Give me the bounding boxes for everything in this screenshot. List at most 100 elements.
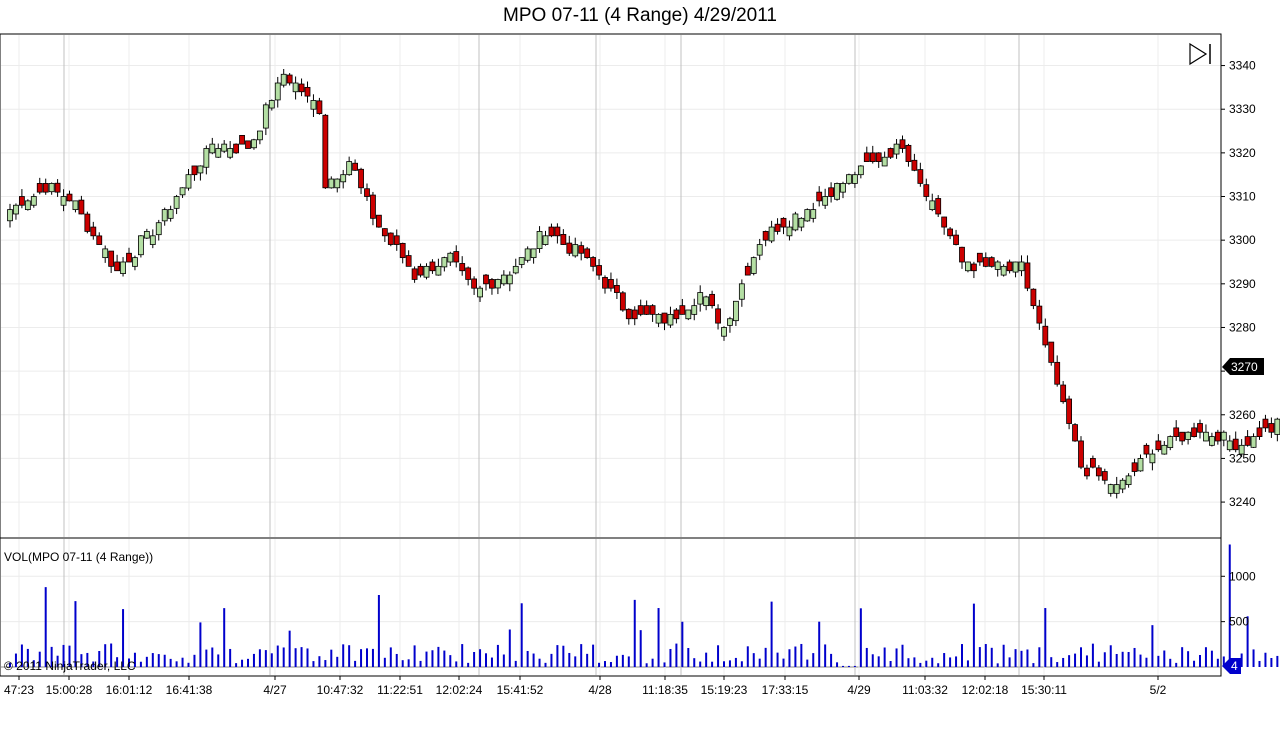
candle-body	[114, 261, 120, 272]
candle-body	[209, 143, 216, 154]
candle-body	[530, 248, 537, 259]
session-breaks	[63, 35, 1020, 675]
candle-body	[1006, 261, 1013, 272]
candle-body	[120, 261, 126, 274]
candle-body	[1090, 458, 1096, 468]
candle-body	[857, 165, 864, 176]
candle-body	[976, 252, 983, 263]
candle-body	[1107, 484, 1114, 494]
candle-body	[982, 257, 989, 267]
candle-body	[489, 279, 495, 289]
candle-body	[554, 226, 561, 237]
candle-body	[1131, 462, 1138, 472]
candle-body	[631, 309, 638, 320]
candle-body	[96, 235, 103, 245]
candle-body	[1244, 436, 1251, 446]
candle-body	[471, 278, 478, 289]
candle-body	[245, 140, 251, 149]
candle-body	[387, 232, 394, 245]
candle-body	[566, 242, 573, 254]
candle-body	[929, 200, 936, 211]
candle-body	[643, 305, 650, 315]
time-tick-label: 15:30:11	[1021, 683, 1067, 697]
candle-body	[1232, 438, 1239, 451]
candle-body	[411, 268, 418, 280]
candle-body	[1209, 436, 1215, 446]
candle-body	[988, 257, 995, 267]
candle-body	[810, 209, 817, 219]
candle-body	[1220, 431, 1227, 441]
candle-body	[887, 148, 894, 158]
candle-body	[911, 159, 918, 171]
candle-body	[941, 216, 948, 228]
candle-body	[822, 196, 829, 206]
candle-body	[840, 183, 846, 193]
candle-body	[548, 226, 555, 237]
volume-axis: 500 1000	[1221, 569, 1256, 629]
candle-body	[262, 104, 269, 129]
candle-body	[251, 139, 257, 149]
candle-body	[1191, 427, 1197, 438]
candle-body	[935, 198, 942, 215]
candle-body	[1256, 427, 1263, 438]
candle-body	[816, 191, 823, 202]
candle-body	[614, 285, 620, 293]
candle-body	[18, 196, 25, 206]
candle-body	[750, 257, 757, 274]
candle-body	[227, 148, 234, 158]
candle-body	[560, 234, 567, 245]
time-tick-label: 16:41:38	[166, 683, 213, 697]
candle-body	[1054, 361, 1061, 385]
time-tick-label: 12:02:24	[436, 683, 483, 697]
time-tick-label: 47:23	[4, 683, 34, 697]
candle-body	[602, 277, 608, 289]
candle-body	[572, 244, 579, 257]
volume-panel-frame	[0, 537, 1222, 677]
scroll-to-end-icon[interactable]	[1189, 42, 1211, 66]
candle-body	[953, 234, 959, 245]
price-tick-label: 3280	[1229, 320, 1256, 334]
candle-body	[1024, 262, 1031, 289]
candle-body	[1167, 436, 1174, 448]
candle-body	[364, 188, 370, 197]
price-tick-label: 3250	[1229, 451, 1256, 465]
last-price-label: 3270	[1231, 360, 1258, 374]
time-tick-label: 15:00:28	[46, 683, 93, 697]
time-tick-label: 4/29	[847, 683, 871, 697]
chart-title: MPO 07-11 (4 Range) 4/29/2011	[503, 5, 777, 26]
candle-body	[60, 196, 67, 206]
candle-body	[512, 265, 519, 274]
candle-body	[256, 130, 263, 141]
candle-body	[286, 74, 293, 84]
candle-body	[542, 235, 549, 245]
candle-body	[399, 242, 406, 259]
candle-body	[959, 246, 965, 263]
candle-body	[691, 305, 698, 315]
candle-body	[792, 213, 799, 231]
candle-body	[500, 274, 507, 285]
candle-body	[834, 183, 840, 200]
candle-body	[1018, 261, 1025, 272]
candle-body	[965, 261, 971, 272]
candle-body	[1238, 444, 1245, 455]
price-tick-label: 3340	[1229, 59, 1256, 73]
candle-body	[1214, 431, 1221, 442]
candle-body	[453, 251, 460, 263]
candle-body	[1113, 484, 1120, 494]
candle-body	[494, 279, 501, 289]
candle-body	[744, 265, 751, 276]
candle-body	[1095, 467, 1102, 477]
price-tick-label: 3310	[1229, 190, 1256, 204]
candle-body	[798, 217, 805, 228]
candle-body	[905, 144, 912, 162]
candle-body	[167, 209, 174, 219]
candle-body	[649, 305, 656, 315]
candle-body	[578, 245, 585, 254]
candle-body	[863, 152, 870, 162]
candle-body	[1101, 471, 1108, 481]
candle-body	[197, 165, 204, 174]
candle-body	[917, 169, 924, 184]
candle-body	[417, 265, 424, 276]
candle-body	[536, 231, 543, 250]
